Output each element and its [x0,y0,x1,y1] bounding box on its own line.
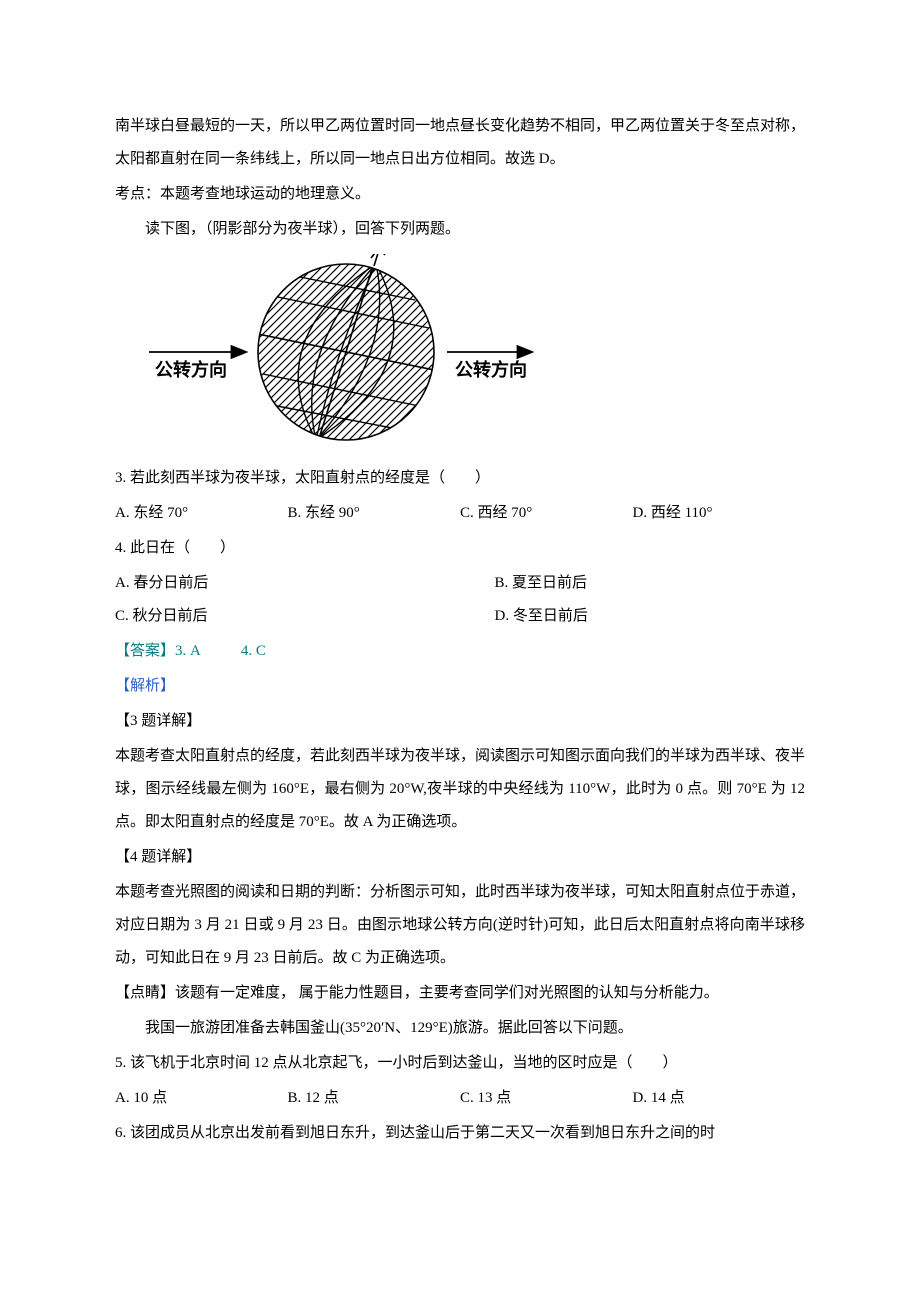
q4-opt-c: C. 秋分日前后 [115,600,495,633]
kaodian-line: 考点：本题考查地球运动的地理意义。 [115,178,805,211]
answer-3: 3. A [175,643,201,659]
q3-options: A. 东经 70° B. 东经 90° C. 西经 70° D. 西经 110° [115,497,805,530]
q4-opt-b: B. 夏至日前后 [495,567,806,600]
q4-options: A. 春分日前后 B. 夏至日前后 C. 秋分日前后 D. 冬至日前后 [115,567,805,633]
answer-label: 【答案】 [115,643,175,659]
q4-opt-d: D. 冬至日前后 [495,600,806,633]
q5-opt-b: B. 12 点 [288,1082,461,1115]
q4-stem: 4. 此日在（ ） [115,532,805,565]
q3-detail-title: 【3 题详解】 [115,705,805,738]
q3-opt-d: D. 西经 110° [633,497,806,530]
reading-instruction: 读下图，（阴影部分为夜半球），回答下列两题。 [115,213,805,246]
q3-stem: 3. 若此刻西半球为夜半球，太阳直射点的经度是（ ） [115,462,805,495]
q3-detail-body: 本题考查太阳直射点的经度，若此刻西半球为夜半球，阅读图示可知图示面向我们的半球为… [115,740,805,839]
q3-opt-c: C. 西经 70° [460,497,633,530]
explain-label: 【解析】 [115,670,805,703]
q3-opt-b: B. 东经 90° [288,497,461,530]
q5-options: A. 10 点 B. 12 点 C. 13 点 D. 14 点 [115,1082,805,1115]
tip-line: 【点睛】该题有一定难度， 属于能力性题目，主要考查同学们对光照图的认知与分析能力… [115,977,805,1010]
left-arrow-label: 公转方向 [155,359,227,380]
right-arrow-label: 公转方向 [455,359,527,380]
page-body: 南半球白昼最短的一天，所以甲乙两位置时同一地点昼长变化趋势不相同，甲乙两位置关于… [0,0,920,1212]
q4-detail-body: 本题考查光照图的阅读和日期的判断：分析图示可知，此时西半球为夜半球，可知太阳直射… [115,876,805,975]
answer-4: 4. C [241,643,266,659]
globe-diagram: 公转方向 公转方向 [135,254,805,454]
globe-svg: 公转方向 公转方向 [135,254,535,454]
answer-34: 【答案】3. A 4. C [115,635,805,668]
q4-opt-a: A. 春分日前后 [115,567,495,600]
q5-stem: 5. 该飞机于北京时间 12 点从北京起飞，一小时后到达釜山，当地的区时应是（ … [115,1047,805,1080]
q6-stem: 6. 该团成员从北京出发前看到旭日东升，到达釜山后于第二天又一次看到旭日东升之间… [115,1117,805,1150]
q5-opt-d: D. 14 点 [633,1082,806,1115]
q4-detail-title: 【4 题详解】 [115,841,805,874]
q5-opt-a: A. 10 点 [115,1082,288,1115]
intro-paragraph: 南半球白昼最短的一天，所以甲乙两位置时同一地点昼长变化趋势不相同，甲乙两位置关于… [115,110,805,176]
passage-2: 我国一旅游团准备去韩国釜山(35°20′N、129°E)旅游。据此回答以下问题。 [115,1012,805,1045]
q3-opt-a: A. 东经 70° [115,497,288,530]
q5-opt-c: C. 13 点 [460,1082,633,1115]
